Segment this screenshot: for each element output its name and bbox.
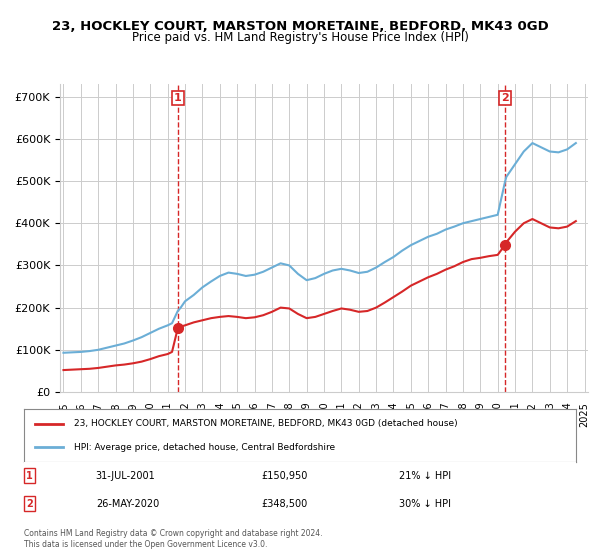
- Text: Contains HM Land Registry data © Crown copyright and database right 2024.
This d: Contains HM Land Registry data © Crown c…: [24, 529, 323, 549]
- Text: 23, HOCKLEY COURT, MARSTON MORETAINE, BEDFORD, MK43 0GD (detached house): 23, HOCKLEY COURT, MARSTON MORETAINE, BE…: [74, 419, 457, 428]
- Text: 26-MAY-2020: 26-MAY-2020: [96, 499, 159, 509]
- Text: 31-JUL-2001: 31-JUL-2001: [96, 470, 155, 480]
- Text: 2: 2: [501, 93, 509, 103]
- Text: 21% ↓ HPI: 21% ↓ HPI: [400, 470, 451, 480]
- Text: 2: 2: [26, 499, 33, 509]
- Text: £150,950: £150,950: [262, 470, 308, 480]
- Text: HPI: Average price, detached house, Central Bedfordshire: HPI: Average price, detached house, Cent…: [74, 442, 335, 451]
- Text: 30% ↓ HPI: 30% ↓ HPI: [400, 499, 451, 509]
- Text: 1: 1: [26, 470, 33, 480]
- Text: £348,500: £348,500: [262, 499, 308, 509]
- Text: Price paid vs. HM Land Registry's House Price Index (HPI): Price paid vs. HM Land Registry's House …: [131, 31, 469, 44]
- Text: 23, HOCKLEY COURT, MARSTON MORETAINE, BEDFORD, MK43 0GD: 23, HOCKLEY COURT, MARSTON MORETAINE, BE…: [52, 20, 548, 32]
- Text: 1: 1: [174, 93, 182, 103]
